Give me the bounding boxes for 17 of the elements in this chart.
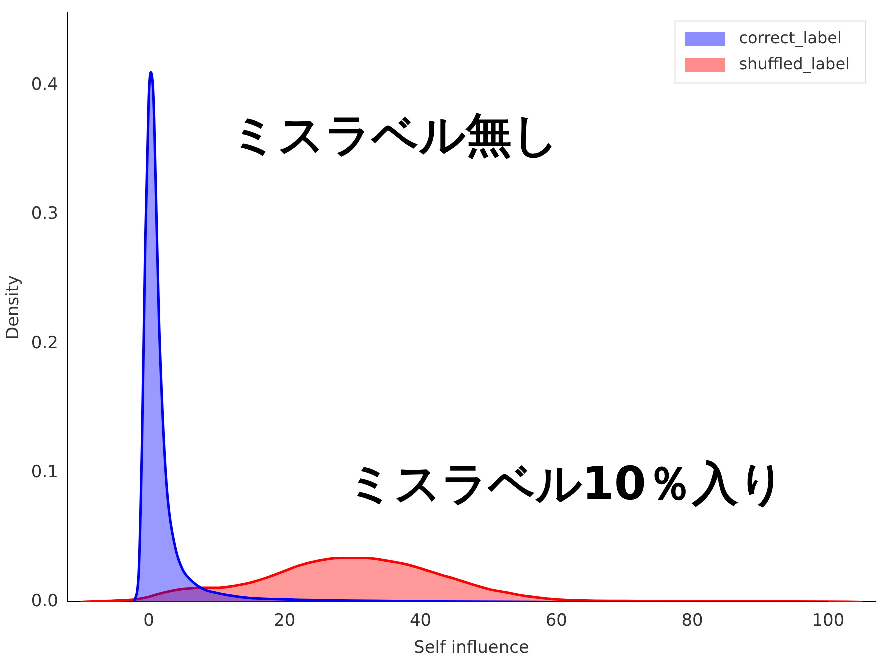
legend-label: correct_label bbox=[739, 28, 842, 48]
x-tick-label: 40 bbox=[410, 610, 432, 631]
x-tick-label: 60 bbox=[546, 610, 568, 631]
x-tick-label: 80 bbox=[682, 610, 704, 631]
y-tick-label: 0.4 bbox=[31, 74, 58, 95]
y-tick-label: 0.1 bbox=[31, 462, 58, 482]
y-tick-label: 0.2 bbox=[31, 333, 58, 354]
y-tick-label: 0.0 bbox=[31, 592, 58, 612]
annotation: ミスラベル10％入り bbox=[347, 456, 786, 510]
annotation: ミスラベル無し bbox=[231, 108, 560, 162]
x-tick-label: 20 bbox=[274, 610, 296, 631]
legend-label: shuffled_label bbox=[739, 54, 850, 74]
x-tick-label: 0 bbox=[144, 610, 154, 631]
x-tick-label: 100 bbox=[812, 610, 845, 631]
x-axis-title: Self influence bbox=[414, 638, 530, 658]
y-axis-title: Density bbox=[4, 275, 24, 340]
y-tick-label: 0.3 bbox=[31, 204, 58, 224]
